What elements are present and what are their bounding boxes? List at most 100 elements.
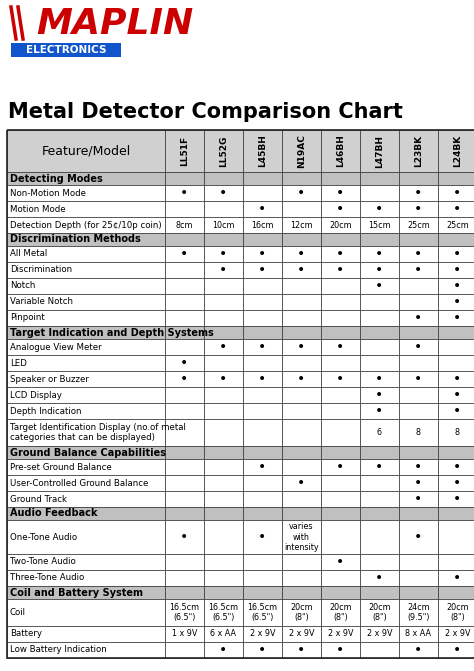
Text: •: • xyxy=(453,476,462,490)
Bar xyxy=(243,586,282,599)
Text: •: • xyxy=(219,372,228,386)
Bar xyxy=(282,570,321,586)
Bar xyxy=(360,387,399,403)
Bar xyxy=(165,294,204,310)
Bar xyxy=(282,262,321,278)
Text: Notch: Notch xyxy=(10,282,36,291)
Text: 20cm
(8"): 20cm (8") xyxy=(290,603,313,622)
Bar xyxy=(282,339,321,355)
Text: User-Controlled Ground Balance: User-Controlled Ground Balance xyxy=(10,478,148,488)
Bar xyxy=(165,520,204,554)
Text: 2 x 9V: 2 x 9V xyxy=(367,629,392,639)
Bar xyxy=(7,626,165,642)
Text: •: • xyxy=(337,643,345,657)
Text: Audio Feedback: Audio Feedback xyxy=(10,509,98,519)
Bar xyxy=(165,262,204,278)
Bar xyxy=(282,294,321,310)
Bar xyxy=(243,642,282,658)
Bar xyxy=(204,446,243,459)
Bar xyxy=(360,626,399,642)
Text: •: • xyxy=(297,372,306,386)
Bar xyxy=(399,459,438,475)
Text: •: • xyxy=(414,340,423,354)
Text: Non-Motion Mode: Non-Motion Mode xyxy=(10,189,86,197)
Bar xyxy=(204,419,243,446)
Bar xyxy=(321,201,360,217)
Bar xyxy=(204,642,243,658)
Bar xyxy=(282,355,321,371)
Text: Detecting Modes: Detecting Modes xyxy=(10,174,103,183)
Text: •: • xyxy=(453,247,462,261)
Bar xyxy=(7,387,165,403)
Text: 25cm: 25cm xyxy=(446,221,469,229)
Bar xyxy=(438,310,474,326)
Bar xyxy=(360,459,399,475)
Bar xyxy=(321,278,360,294)
Text: 6: 6 xyxy=(377,428,382,437)
Bar xyxy=(438,246,474,262)
Text: LED: LED xyxy=(10,358,27,368)
Bar xyxy=(321,233,360,246)
Bar xyxy=(282,172,321,185)
Text: •: • xyxy=(414,186,423,200)
Bar xyxy=(360,475,399,491)
Bar xyxy=(360,326,399,339)
Text: 20cm
(8"): 20cm (8") xyxy=(329,603,352,622)
Bar xyxy=(204,294,243,310)
Bar xyxy=(243,507,282,520)
Bar xyxy=(321,570,360,586)
Bar xyxy=(321,310,360,326)
Bar xyxy=(360,339,399,355)
Text: •: • xyxy=(181,186,189,200)
Text: Target Identification Display (no.of metal
categories that can be displayed): Target Identification Display (no.of met… xyxy=(10,423,186,442)
Bar xyxy=(321,371,360,387)
Text: •: • xyxy=(258,460,266,474)
Bar xyxy=(204,185,243,201)
Bar xyxy=(165,278,204,294)
Bar xyxy=(243,520,282,554)
Bar xyxy=(360,491,399,507)
Bar xyxy=(282,446,321,459)
Text: Metal Detector Comparison Chart: Metal Detector Comparison Chart xyxy=(8,102,403,122)
Text: •: • xyxy=(414,311,423,325)
Text: •: • xyxy=(414,372,423,386)
Bar xyxy=(360,262,399,278)
Text: 2 x 9V: 2 x 9V xyxy=(445,629,470,639)
Bar xyxy=(243,554,282,570)
Bar xyxy=(204,554,243,570)
Bar xyxy=(243,130,282,172)
Bar xyxy=(399,172,438,185)
Bar xyxy=(321,172,360,185)
Bar xyxy=(243,278,282,294)
Bar xyxy=(438,642,474,658)
Bar xyxy=(7,310,165,326)
Bar xyxy=(204,326,243,339)
Bar xyxy=(165,446,204,459)
Text: Speaker or Buzzer: Speaker or Buzzer xyxy=(10,374,89,384)
Bar xyxy=(360,217,399,233)
Bar xyxy=(321,599,360,626)
Bar xyxy=(399,130,438,172)
Bar xyxy=(438,586,474,599)
Bar xyxy=(360,130,399,172)
Bar xyxy=(165,459,204,475)
Bar xyxy=(7,642,165,658)
Bar xyxy=(243,403,282,419)
Bar xyxy=(7,185,165,201)
Bar xyxy=(204,491,243,507)
Bar xyxy=(243,626,282,642)
Text: •: • xyxy=(337,186,345,200)
Bar xyxy=(282,201,321,217)
Text: •: • xyxy=(414,492,423,506)
Bar xyxy=(7,339,165,355)
Text: 8cm: 8cm xyxy=(176,221,193,229)
Bar xyxy=(399,491,438,507)
Bar xyxy=(321,262,360,278)
Text: •: • xyxy=(414,263,423,277)
Bar xyxy=(204,371,243,387)
Text: •: • xyxy=(375,202,383,216)
Bar xyxy=(165,185,204,201)
Bar xyxy=(204,262,243,278)
Text: Discrimination: Discrimination xyxy=(10,266,72,274)
Bar xyxy=(360,172,399,185)
